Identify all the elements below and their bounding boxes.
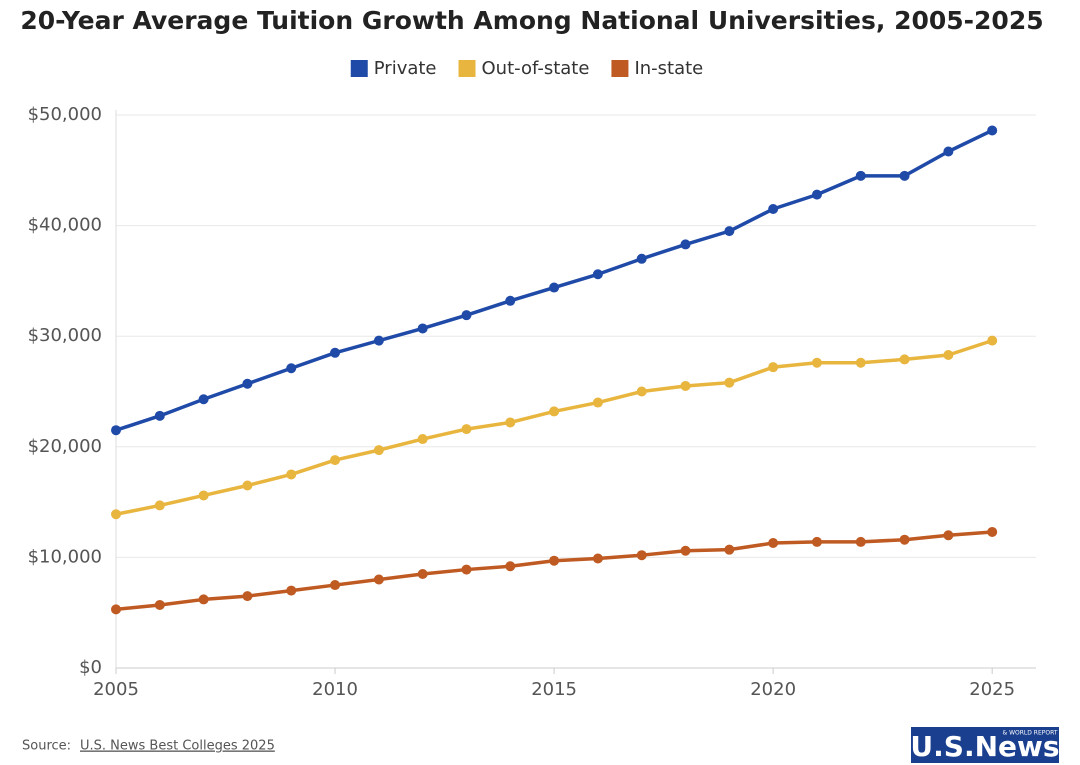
data-point	[417, 568, 428, 579]
data-point	[811, 536, 822, 547]
data-point	[943, 350, 954, 361]
legend-swatch	[458, 60, 476, 77]
data-point	[987, 335, 998, 346]
data-point	[592, 269, 603, 280]
data-point	[373, 335, 384, 346]
data-point	[768, 204, 779, 215]
data-point	[549, 555, 560, 566]
legend-label: In-state	[634, 58, 703, 79]
data-point	[505, 295, 516, 306]
data-point	[242, 378, 253, 389]
chart-title: 20-Year Average Tuition Growth Among Nat…	[20, 6, 1043, 35]
data-point	[636, 386, 647, 397]
data-point	[724, 377, 735, 388]
logo-text: U.S.News	[910, 730, 1059, 763]
data-point	[154, 410, 165, 421]
data-point	[768, 538, 779, 549]
data-point	[461, 310, 472, 321]
data-point	[943, 146, 954, 157]
data-point	[330, 580, 341, 591]
data-point	[636, 253, 647, 264]
data-point	[286, 585, 297, 596]
y-tick-label: $20,000	[28, 436, 102, 457]
data-point	[549, 406, 560, 417]
data-point	[899, 354, 910, 365]
data-point	[505, 417, 516, 428]
data-point	[242, 480, 253, 491]
data-point	[680, 380, 691, 391]
y-tick-label: $50,000	[28, 104, 102, 125]
data-point	[592, 553, 603, 564]
data-point	[417, 434, 428, 445]
data-point	[724, 226, 735, 237]
logo-box	[911, 727, 1059, 763]
source-link[interactable]: U.S. News Best Colleges 2025	[80, 739, 275, 754]
y-tick-label: $40,000	[28, 215, 102, 236]
data-point	[724, 544, 735, 555]
data-point	[111, 604, 121, 615]
y-tick-label: $10,000	[28, 546, 102, 567]
x-tick-label: 2010	[312, 679, 358, 700]
x-tick-label: 2005	[93, 679, 139, 700]
data-point	[154, 599, 165, 610]
data-point	[855, 170, 866, 181]
legend: Private Out-of-state In-state	[350, 58, 703, 79]
data-point	[768, 362, 779, 373]
legend-label: Out-of-state	[482, 58, 590, 79]
data-point	[286, 469, 297, 480]
data-point	[111, 509, 121, 520]
data-point	[111, 425, 121, 436]
data-point	[461, 564, 472, 575]
data-point	[811, 357, 822, 368]
data-point	[286, 363, 297, 374]
data-point	[154, 500, 165, 511]
data-point	[899, 170, 910, 181]
data-point	[899, 534, 910, 545]
x-tick-label: 2015	[531, 679, 577, 700]
data-point	[505, 561, 516, 572]
legend-swatch	[350, 60, 368, 77]
data-point	[549, 282, 560, 293]
data-point	[855, 536, 866, 547]
data-point	[198, 394, 209, 405]
logo-subtext: & WORLD REPORT	[1003, 730, 1058, 737]
data-point	[198, 490, 209, 501]
x-tick-label: 2020	[750, 679, 796, 700]
y-tick-label: $30,000	[28, 325, 102, 346]
data-point	[987, 125, 998, 136]
data-point	[373, 574, 384, 585]
data-point	[242, 591, 253, 602]
data-point	[592, 397, 603, 408]
data-point	[855, 357, 866, 368]
data-point	[680, 545, 691, 556]
data-point	[461, 424, 472, 435]
data-point	[680, 239, 691, 250]
data-point	[943, 530, 954, 541]
data-point	[811, 189, 822, 200]
data-point	[417, 323, 428, 334]
x-tick-label: 2025	[969, 679, 1015, 700]
data-point	[330, 347, 341, 358]
legend-swatch	[611, 60, 629, 77]
y-tick-label: $0	[79, 657, 102, 678]
source-label: Source:	[22, 739, 71, 754]
data-point	[636, 550, 647, 561]
data-point	[987, 526, 998, 537]
data-point	[330, 455, 341, 466]
legend-label: Private	[374, 58, 437, 79]
data-point	[373, 445, 384, 456]
data-point	[198, 594, 209, 605]
